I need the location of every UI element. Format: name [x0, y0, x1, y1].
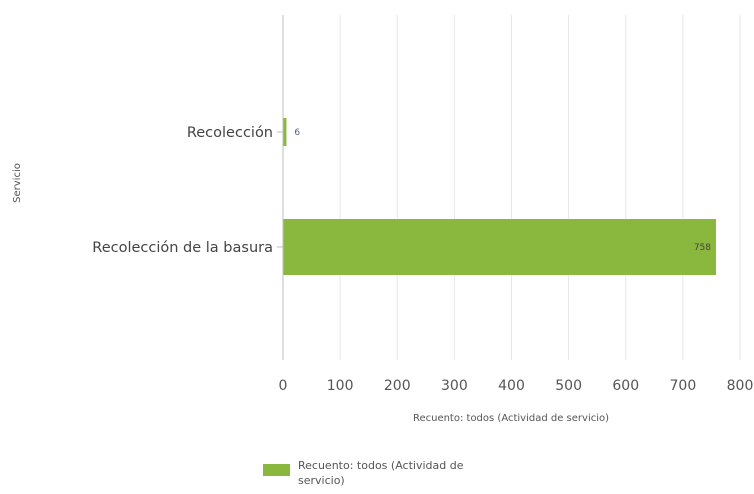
x-tick-label: 0 — [279, 378, 288, 394]
bar-2 — [283, 219, 717, 275]
x-tick-label: 700 — [670, 378, 697, 394]
legend-swatch — [263, 464, 290, 476]
x-tick-label: 800 — [727, 378, 754, 394]
bar-1 — [283, 118, 287, 146]
x-tick-label: 300 — [441, 378, 468, 394]
x-tick-label: 600 — [612, 378, 639, 394]
x-axis-title: Recuento: todos (Actividad de servicio) — [413, 413, 609, 424]
y-tick-label: Recolección — [187, 125, 273, 141]
data-label: 6 — [294, 128, 300, 138]
legend-label: Recuento: todos (Actividad de servicio) — [298, 459, 464, 487]
y-tick-label: Recolección de la basura — [92, 240, 273, 256]
legend: Recuento: todos (Actividad de servicio) — [263, 458, 508, 488]
x-tick-label: 200 — [384, 378, 411, 394]
y-axis-title: Servicio — [12, 163, 23, 203]
x-tick-label: 500 — [555, 378, 582, 394]
x-tick-label: 400 — [498, 378, 525, 394]
x-tick-label: 100 — [327, 378, 354, 394]
data-label: 758 — [694, 243, 711, 253]
